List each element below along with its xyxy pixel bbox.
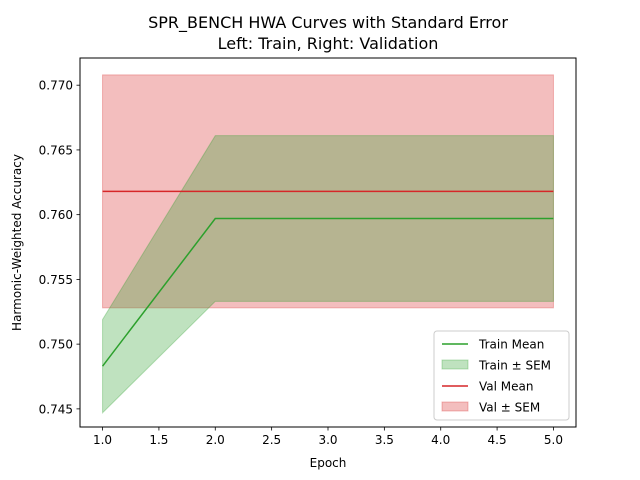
- legend-swatch-val-sem: [441, 401, 469, 412]
- band-train-sem: [102, 135, 554, 414]
- y-tick-label: 0.745: [39, 402, 73, 416]
- y-tick-label: 0.770: [39, 79, 73, 93]
- line-train-mean: [101, 217, 554, 367]
- legend-label-train-sem: Train ± SEM: [478, 359, 551, 373]
- x-tick-label: 5.0: [544, 433, 563, 447]
- x-tick-label: 4.5: [488, 433, 507, 447]
- x-axis-label: Epoch: [310, 456, 347, 470]
- x-tick-label: 3.0: [318, 433, 337, 447]
- y-axis-ticks: 0.745 0.750 0.755 0.760 0.765 0.770: [39, 79, 80, 416]
- legend: Train Mean Train ± SEM Val Mean Val ± SE…: [433, 330, 570, 421]
- y-tick-label: 0.760: [39, 208, 73, 222]
- x-tick-label: 1.0: [93, 433, 112, 447]
- legend-label-train-mean: Train Mean: [478, 338, 544, 352]
- y-tick-label: 0.755: [39, 273, 73, 287]
- y-tick-label: 0.750: [39, 338, 73, 352]
- x-tick-label: 2.0: [206, 433, 225, 447]
- y-axis-label: Harmonic-Weighted Accuracy: [10, 154, 24, 331]
- legend-label-val-sem: Val ± SEM: [479, 401, 540, 415]
- x-tick-label: 3.5: [375, 433, 394, 447]
- x-tick-label: 4.0: [431, 433, 450, 447]
- y-tick-label: 0.765: [39, 143, 73, 157]
- chart-title: SPR_BENCH HWA Curves with Standard Error: [148, 13, 508, 33]
- x-tick-label: 1.5: [149, 433, 168, 447]
- legend-frame: [433, 330, 570, 421]
- x-axis-ticks: 1.0 1.5 2.0 2.5 3.0 3.5 4.0 4.5 5.0: [93, 427, 563, 447]
- legend-swatch-train-sem: [441, 359, 469, 370]
- chart-subtitle: Left: Train, Right: Validation: [218, 34, 439, 53]
- series-lines: [101, 190, 554, 367]
- legend-label-val-mean: Val Mean: [479, 380, 533, 394]
- x-tick-label: 2.5: [262, 433, 281, 447]
